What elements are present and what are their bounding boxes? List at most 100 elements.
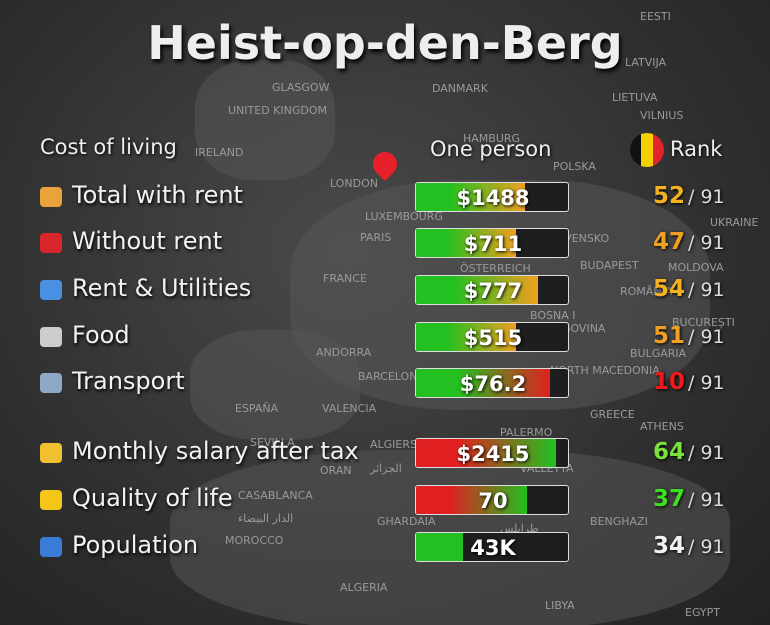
- map-label: BOSNA I: [530, 309, 576, 322]
- icon: [40, 537, 62, 557]
- map-label: ALGERIA: [340, 581, 388, 594]
- rank-total: / 91: [688, 489, 725, 511]
- row: Quality of life 70 37/ 91: [0, 480, 770, 520]
- map-label: BENGHAZI: [590, 515, 648, 528]
- rank: 52: [652, 183, 685, 209]
- map-label: LIBYA: [545, 599, 575, 612]
- row-value: $777: [463, 279, 523, 303]
- map-label: ALGIERS: [370, 438, 417, 451]
- bar: $711: [415, 228, 569, 258]
- map-label: ORAN: [320, 464, 352, 477]
- map-pin: [368, 147, 402, 181]
- map-label: EGYPT: [685, 606, 720, 619]
- row: Total with rent $1488 52/ 91: [0, 177, 770, 217]
- map-label: POLSKA: [553, 160, 596, 173]
- row-label: Population: [72, 531, 199, 559]
- icon: [40, 280, 62, 300]
- row: Food $515 51/ 91: [0, 317, 770, 357]
- icon: [40, 187, 62, 207]
- map-label: FRANCE: [323, 272, 367, 285]
- rank: 64: [652, 439, 685, 465]
- row-value: 43K: [470, 536, 516, 560]
- map-label: الجزائر: [370, 462, 402, 475]
- icon: [40, 443, 62, 463]
- bar: $2415: [415, 438, 569, 468]
- map-label: LIETUVA: [612, 91, 658, 104]
- row: Monthly salary after tax $2415 64/ 91: [0, 433, 770, 473]
- map-label: CASABLANCA: [238, 489, 313, 502]
- title: Heist-op-den-Berg: [147, 16, 623, 70]
- row-value: $1488: [456, 186, 530, 210]
- map-label: SEVILLA: [250, 436, 295, 449]
- bar: 43K: [415, 532, 569, 562]
- bar-fill: [416, 276, 538, 304]
- land: [195, 60, 335, 180]
- map-label: ESPAÑA: [235, 402, 279, 415]
- rank-header: Rank: [670, 137, 723, 161]
- row: Transport $76.2 10/ 91: [0, 363, 770, 403]
- map-label: VILNIUS: [640, 109, 684, 122]
- rank: 10: [652, 369, 685, 395]
- row: Without rent $711 47/ 91: [0, 223, 770, 263]
- rank: 34: [652, 533, 685, 559]
- bar-fill: [416, 369, 550, 397]
- rank-total: / 91: [688, 536, 725, 558]
- rank: 47: [652, 229, 685, 255]
- row-value: 70: [478, 489, 508, 513]
- row: Population 43K 34/ 91: [0, 527, 770, 567]
- land: [190, 330, 360, 440]
- map-label: MOLDOVA: [668, 261, 724, 274]
- map-label: ATHENS: [640, 420, 684, 433]
- rank-total: / 91: [688, 232, 725, 254]
- map-label: BARCELONA: [358, 370, 425, 383]
- map-label: NORTH MACEDONIA: [550, 364, 660, 377]
- map-label: BULGARIA: [630, 347, 687, 360]
- map-label: ÖSTERREICH: [460, 262, 531, 275]
- rank-total: / 91: [688, 186, 725, 208]
- map-label: LONDON: [330, 177, 378, 190]
- bar: $515: [415, 322, 569, 352]
- icon: [40, 490, 62, 510]
- row-label: Transport: [72, 367, 185, 395]
- bar: $76.2: [415, 368, 569, 398]
- rank-total: / 91: [688, 372, 725, 394]
- map-label: IRELAND: [195, 146, 244, 159]
- bar: 70: [415, 485, 569, 515]
- map-label: ANDORRA: [316, 346, 372, 359]
- row-value: $76.2: [459, 372, 527, 396]
- map-label: PALERMO: [500, 426, 553, 439]
- map-label: MOROCCO: [225, 534, 284, 547]
- row-label: Without rent: [72, 227, 223, 255]
- bar-fill: [416, 323, 517, 351]
- icon: [40, 327, 62, 347]
- flag: [630, 133, 664, 167]
- bar: $1488: [415, 182, 569, 212]
- rank: 51: [652, 323, 685, 349]
- map-label: UKRAINE: [710, 216, 759, 229]
- column-header: One person: [430, 137, 552, 161]
- row-label: Total with rent: [72, 181, 243, 209]
- map-label: HAMBURG: [463, 132, 521, 145]
- row-value: $711: [463, 232, 523, 256]
- map-label: PARIS: [360, 231, 392, 244]
- map-label: LUXEMBOURG: [365, 210, 443, 223]
- row-label: Monthly salary after tax: [72, 437, 359, 465]
- rank: 37: [652, 486, 685, 512]
- map-label: GLASGOW: [272, 81, 330, 94]
- map-label: EESTI: [640, 10, 671, 23]
- map-label: GHARDAIA: [377, 515, 436, 528]
- map-label: BUCUREȘTI: [672, 316, 735, 329]
- rank: 54: [652, 276, 685, 302]
- map-label: ROMÂNIA: [620, 285, 673, 298]
- row-value: $515: [463, 326, 523, 350]
- bar-fill: [416, 533, 464, 561]
- map-label: طرابلس: [500, 522, 539, 535]
- row-label: Food: [72, 321, 130, 349]
- row: Rent & Utilities $777 54/ 91: [0, 270, 770, 310]
- rank-total: / 91: [688, 279, 725, 301]
- row-label: Quality of life: [72, 484, 233, 512]
- bar-fill: [416, 486, 527, 514]
- map-label: LATVIJA: [625, 56, 667, 69]
- map-label: الدار البيضاء: [238, 512, 294, 525]
